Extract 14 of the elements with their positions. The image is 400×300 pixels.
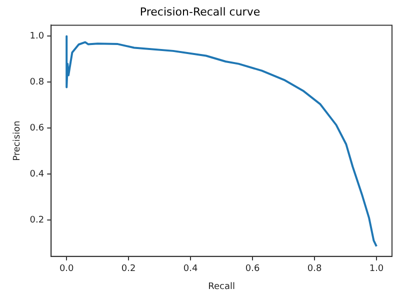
y-tick-label: 1.0 [30,32,44,42]
x-axis-title: Recall [208,282,235,292]
x-tick-label: 0.2 [121,264,136,274]
y-tick-label: 0.2 [30,215,44,226]
x-tick-label: 1.0 [369,264,384,274]
chart-title: Precision-Recall curve [140,5,260,18]
y-tick-label: 0.6 [30,124,44,134]
x-tick-label: 0.6 [245,264,260,274]
x-tick-label: 0.8 [307,264,322,274]
y-axis-title: Precision [12,120,23,161]
x-tick-label: 0.0 [59,264,74,274]
y-tick-label: 0.4 [30,169,44,180]
y-tick-label: 0.8 [30,78,44,88]
x-tick-label: 0.4 [183,264,198,274]
